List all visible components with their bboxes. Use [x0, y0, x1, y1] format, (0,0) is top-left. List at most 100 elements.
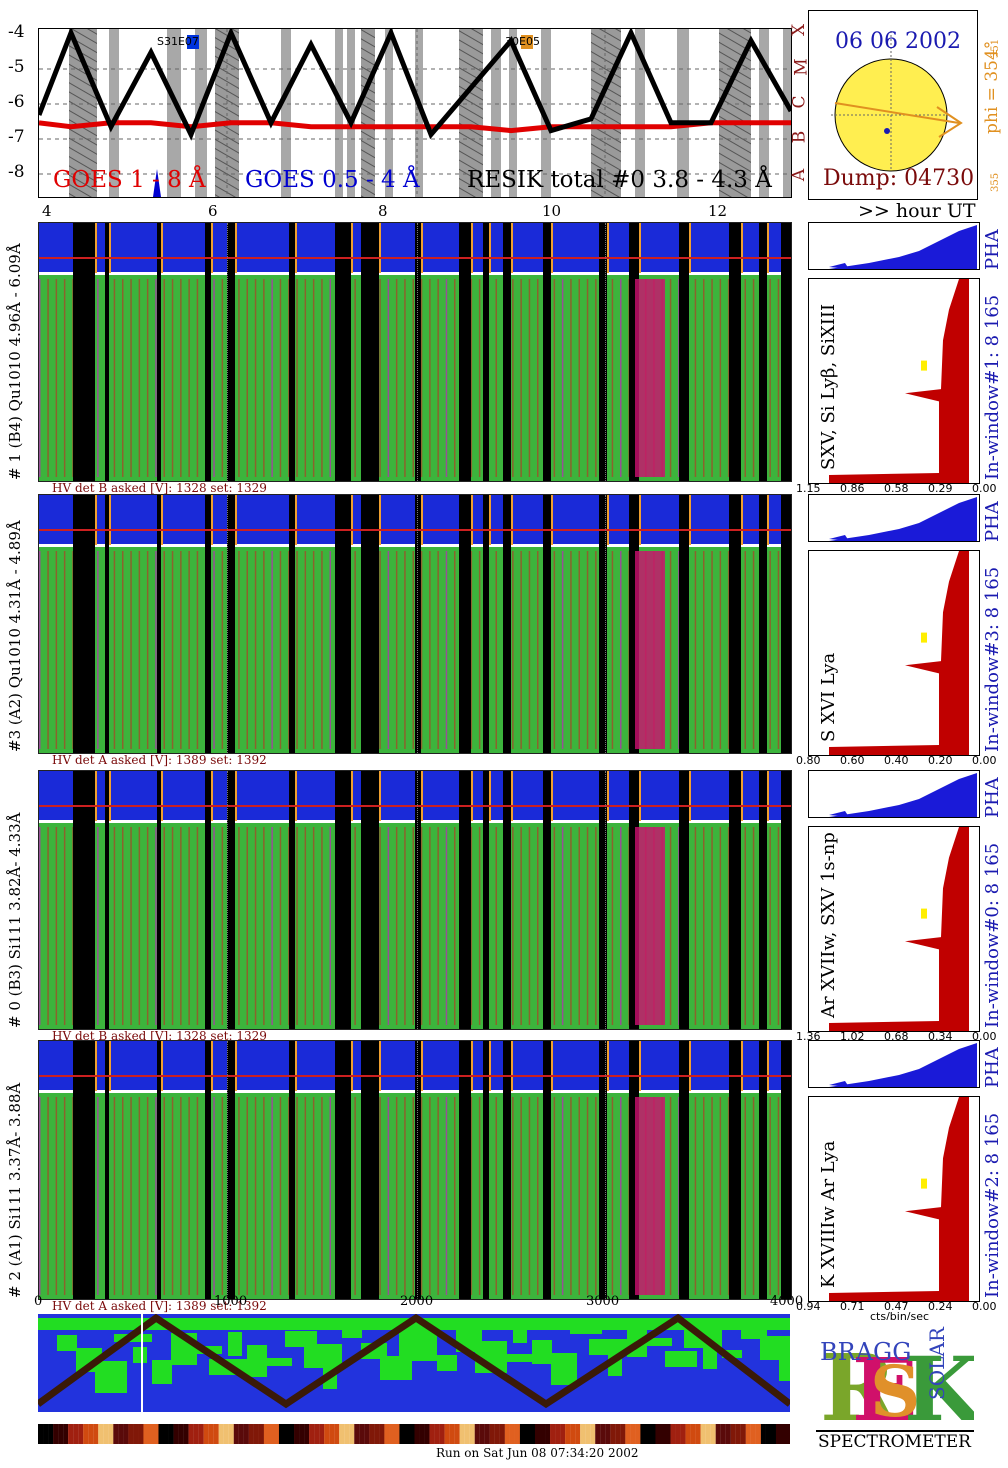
strip-cell — [514, 1424, 520, 1444]
strip-cell — [233, 1424, 239, 1444]
edge — [235, 495, 237, 545]
streak — [387, 551, 390, 749]
edge — [741, 1041, 743, 1091]
streak — [63, 1097, 66, 1295]
line-label: K XVIIIw Ar Lya — [818, 1140, 839, 1288]
density-blob — [133, 1347, 147, 1363]
streak — [163, 551, 165, 749]
data-gap — [759, 223, 767, 481]
density-blob — [152, 1360, 172, 1384]
strip-cell — [519, 1424, 526, 1444]
data-gap — [335, 1041, 351, 1299]
gridline — [417, 495, 418, 753]
streak — [263, 827, 265, 1025]
bright-band — [635, 551, 665, 749]
streak — [694, 1097, 697, 1295]
strip-cell — [595, 1424, 601, 1444]
edge — [95, 771, 97, 821]
streak — [246, 1097, 248, 1295]
data-gap — [483, 1041, 489, 1299]
strip-cell — [83, 1424, 89, 1444]
streak — [669, 279, 672, 477]
streak — [512, 279, 514, 477]
streak — [437, 1097, 439, 1295]
streak — [678, 1097, 680, 1295]
streak — [454, 551, 456, 749]
streak — [586, 551, 589, 749]
profile-tick: 0.00 — [972, 754, 997, 767]
strip-cell — [238, 1424, 244, 1444]
sun-date: 06 06 2002 — [835, 29, 961, 54]
strip-cell — [344, 1424, 350, 1444]
strip-cell — [304, 1424, 310, 1444]
edge — [511, 495, 513, 545]
streak — [379, 279, 381, 477]
zigzag-panel — [38, 1314, 790, 1412]
streak — [412, 827, 414, 1025]
strip-cell — [479, 1424, 485, 1444]
streak — [578, 1097, 580, 1295]
strip-cell — [203, 1424, 209, 1444]
pha-label: PHA — [982, 501, 1003, 542]
strip-cell — [409, 1424, 415, 1444]
streak — [55, 279, 58, 477]
gridline — [227, 495, 228, 753]
strip-cell — [48, 1424, 54, 1444]
data-gap — [483, 771, 489, 1029]
data-gap — [503, 495, 511, 753]
data-gap — [205, 495, 211, 753]
strip-cell — [600, 1424, 606, 1444]
data-gap — [759, 1041, 767, 1299]
line-label: S XVI Lya — [818, 652, 839, 742]
streak — [113, 279, 116, 477]
streak — [221, 827, 224, 1025]
streak — [296, 827, 298, 1025]
strip-cell — [309, 1424, 315, 1444]
profile-axis: 0.80 0.60 0.40 0.20 0.00 — [796, 754, 997, 768]
streak — [97, 551, 99, 749]
data-gap — [415, 771, 421, 1029]
streak — [288, 279, 290, 477]
streak — [611, 551, 614, 749]
data-gap — [459, 223, 471, 481]
edge — [421, 1041, 423, 1091]
strip-cell — [354, 1424, 360, 1444]
ytick: -7 — [8, 127, 25, 147]
data-gap — [483, 223, 489, 481]
time-tick: 6 — [208, 202, 218, 220]
streak — [271, 279, 273, 477]
streak — [130, 551, 132, 749]
strip-cell — [278, 1424, 285, 1444]
streak — [678, 551, 680, 749]
data-gap — [335, 495, 351, 753]
streak — [528, 1097, 531, 1295]
strip-cell — [299, 1424, 305, 1444]
goes-long-series — [39, 120, 791, 134]
strip-cell — [580, 1424, 586, 1444]
edge — [235, 223, 237, 273]
strip-cell — [615, 1424, 621, 1444]
streak — [437, 827, 439, 1025]
streak — [520, 1097, 522, 1295]
data-gap — [361, 223, 379, 481]
streak — [155, 827, 157, 1025]
edge — [95, 223, 97, 273]
strip-cell — [575, 1424, 581, 1444]
streak — [180, 279, 182, 477]
data-gap — [105, 771, 109, 1029]
streak — [561, 551, 564, 749]
data-gap — [459, 1041, 471, 1299]
spectrum-profile — [808, 826, 980, 1032]
streak — [379, 827, 381, 1025]
streak — [744, 279, 746, 477]
strip-cell — [98, 1424, 104, 1444]
streak — [744, 1097, 746, 1295]
data-gap — [73, 771, 95, 1029]
streak — [213, 1097, 215, 1295]
data-gap — [679, 1041, 689, 1299]
streak — [155, 279, 157, 477]
zigzag-svg — [38, 1314, 790, 1412]
ar-marker-1 — [187, 35, 199, 49]
streak — [321, 827, 323, 1025]
data-gap — [503, 223, 511, 481]
